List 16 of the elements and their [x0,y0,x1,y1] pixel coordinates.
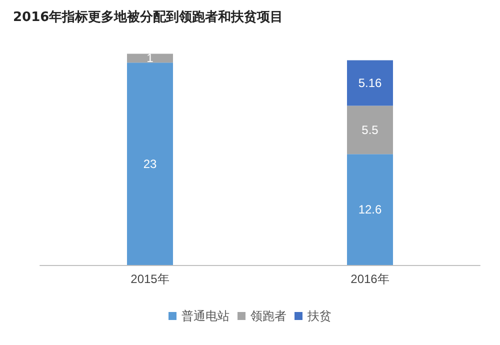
x-tick-label: 2016年 [350,272,390,286]
data-label: 5.16 [358,76,382,90]
bar [127,54,173,63]
data-label: 12.6 [358,202,382,217]
chart-title: 2016年指标更多地被分配到领跑者和扶贫项目 [13,9,284,25]
bar [347,154,393,265]
data-label: 5.5 [362,122,379,137]
data-label: 23 [143,156,157,171]
legend-label: 普通电站 [182,309,230,323]
bar [347,60,393,106]
legend-label: 领跑者 [250,309,286,323]
x-tick-label: 2015年 [130,272,170,286]
bar [127,62,173,265]
data-label: 1 [146,51,154,66]
bar [347,106,393,154]
legend-label: 扶贫 [306,309,332,323]
